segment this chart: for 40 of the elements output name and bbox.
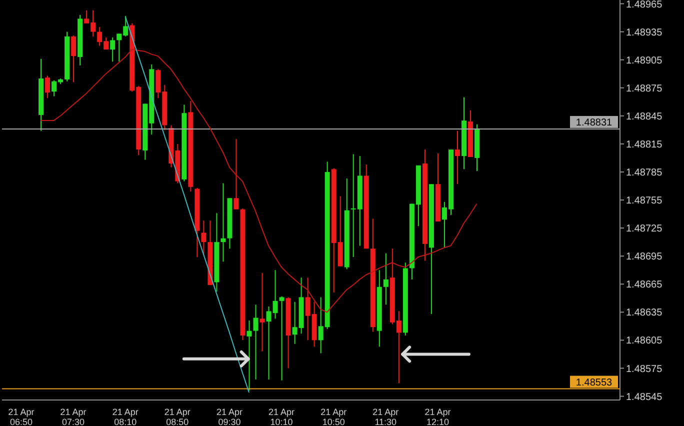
y-tick-label: 1.48545 — [626, 392, 663, 403]
x-tick-label: 21 Apr 09:30 — [216, 407, 242, 426]
x-tick-label: 21 Apr 08:50 — [164, 407, 190, 426]
candlestick — [234, 138, 239, 210]
x-tick-label: 21 Apr 12:10 — [424, 407, 451, 426]
y-tick-label: 1.48725 — [626, 224, 663, 235]
x-tick-label: 21 Apr 06:50 — [8, 407, 34, 426]
candlestick — [279, 296, 284, 381]
candlestick — [201, 220, 206, 256]
candlestick — [45, 75, 50, 99]
line-series — [40, 49, 478, 313]
candlestick — [454, 130, 460, 185]
candlestick — [71, 35, 76, 83]
ref-line-label: 1.48553 — [576, 377, 613, 388]
y-tick-label: 1.48575 — [626, 364, 663, 375]
x-tick-label: 21 Apr 07:30 — [60, 407, 86, 426]
line-series — [124, 16, 250, 394]
x-tick-label: 21 Apr 11:30 — [372, 407, 399, 426]
y-tick-label: 1.48605 — [626, 336, 663, 347]
candlestick — [383, 252, 388, 306]
candlestick — [260, 272, 265, 352]
y-tick-label: 1.48695 — [626, 252, 663, 263]
x-tick-label: 21 Apr 08:10 — [112, 407, 138, 426]
y-tick-label: 1.48875 — [626, 83, 663, 94]
y-tick-label: 1.48905 — [626, 55, 663, 66]
x-tick-label: 21 Apr 10:10 — [268, 407, 295, 426]
candlestick — [220, 182, 226, 262]
ref-line-label: 1.48831 — [576, 117, 613, 128]
y-tick-label: 1.48755 — [626, 196, 663, 207]
y-tick-label: 1.48665 — [626, 280, 663, 291]
candlestick — [253, 304, 258, 380]
y-tick-label: 1.48935 — [626, 27, 663, 38]
y-tick-label: 1.48845 — [626, 111, 663, 122]
y-tick-label: 1.48815 — [626, 139, 663, 150]
candlestick — [246, 320, 252, 392]
candlestick — [110, 36, 116, 62]
y-tick-label: 1.48785 — [626, 168, 663, 179]
y-tick-label: 1.48965 — [626, 0, 663, 10]
x-tick-label: 21 Apr 10:50 — [320, 407, 347, 426]
y-tick-label: 1.48635 — [626, 308, 663, 319]
